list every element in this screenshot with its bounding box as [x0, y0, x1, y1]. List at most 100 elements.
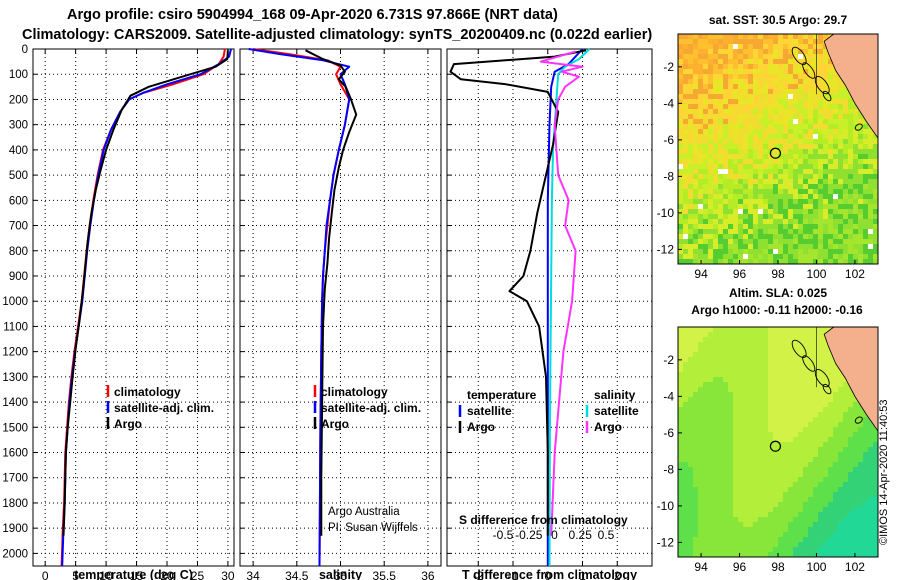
map-cell — [733, 39, 739, 45]
map-cell — [843, 532, 849, 538]
map-cell — [703, 402, 709, 408]
map-cell — [713, 114, 719, 120]
map-cell — [748, 134, 754, 140]
map-cell — [818, 497, 824, 503]
map-cell — [748, 249, 754, 255]
map-cell — [788, 199, 794, 205]
map-cell — [848, 427, 854, 433]
map-cell — [753, 144, 759, 150]
map-cell — [748, 482, 754, 488]
map-cell — [743, 447, 749, 453]
map-cell — [753, 184, 759, 190]
map-cell — [688, 407, 694, 413]
map-cell — [813, 442, 819, 448]
map-cell — [703, 179, 709, 185]
map-cell — [773, 397, 779, 403]
map-cell — [858, 422, 864, 428]
map-cell — [743, 179, 749, 185]
map-cell — [683, 159, 689, 165]
map-cell — [708, 402, 714, 408]
map-cell — [788, 517, 794, 523]
map-cell — [708, 492, 714, 498]
map-cell — [718, 79, 724, 85]
map-cell — [758, 89, 764, 95]
map-cell — [698, 537, 704, 543]
map-cell — [823, 452, 829, 458]
map-cell — [868, 492, 874, 498]
map-cell — [778, 402, 784, 408]
map-cell — [773, 124, 779, 130]
map-cell — [763, 367, 769, 373]
map-cell — [783, 352, 789, 358]
map-cell — [753, 532, 759, 538]
map-cell — [798, 124, 804, 130]
map-cell — [733, 497, 739, 503]
map-cell — [808, 164, 814, 170]
map-cell — [868, 437, 874, 443]
map-cell — [738, 547, 744, 553]
map-cell — [803, 54, 809, 60]
map-cell — [808, 199, 814, 205]
map-cell — [768, 99, 774, 105]
map-cell — [798, 234, 804, 240]
map-cell — [838, 537, 844, 543]
map-cell — [753, 552, 759, 557]
map-cell — [683, 149, 689, 155]
map-cell — [803, 537, 809, 543]
map-cell — [748, 54, 754, 60]
map-cell — [773, 507, 779, 513]
map-cell — [718, 84, 724, 90]
map-cell — [758, 512, 764, 518]
map-cell — [713, 337, 719, 343]
map-cell — [833, 477, 839, 483]
map-cell — [828, 164, 834, 170]
map-cell — [738, 199, 744, 205]
y-tick-label: 1300 — [2, 372, 28, 384]
map-cell — [723, 422, 729, 428]
map-cell — [758, 377, 764, 383]
map-cell — [728, 487, 734, 493]
map-cell — [678, 194, 684, 200]
map-cell — [798, 44, 804, 50]
map-cell — [738, 467, 744, 473]
map-cell — [683, 457, 689, 463]
map-cell — [758, 342, 764, 348]
map-cell — [718, 154, 724, 160]
map-cell — [713, 214, 719, 220]
map-cell — [773, 214, 779, 220]
map-cell — [753, 467, 759, 473]
map-cell — [773, 357, 779, 363]
map-cell — [783, 54, 789, 60]
map-cell — [703, 397, 709, 403]
map-cell — [678, 259, 684, 264]
map-cell — [698, 199, 704, 205]
map-cell — [728, 397, 734, 403]
map-cell — [713, 422, 719, 428]
map-cell — [718, 332, 724, 338]
map-cell — [803, 114, 809, 120]
map-cell — [803, 169, 809, 175]
map-cell — [803, 432, 809, 438]
map-cell — [858, 482, 864, 488]
map-cell — [788, 457, 794, 463]
map-cell — [808, 124, 814, 130]
map-cell — [733, 327, 739, 333]
map-cell — [688, 79, 694, 85]
map-cell — [838, 119, 844, 125]
map-cell — [713, 54, 719, 60]
map-cell — [783, 209, 789, 215]
map-cell — [808, 39, 814, 45]
map-cell — [748, 259, 754, 264]
map-cell — [728, 507, 734, 513]
map-cell — [723, 352, 729, 358]
map-cell — [678, 422, 684, 428]
y-tick-label: 2000 — [2, 548, 28, 560]
map-cell — [788, 467, 794, 473]
map-cell — [823, 552, 829, 557]
map-cell — [683, 397, 689, 403]
map-cell — [773, 352, 779, 358]
map-cell — [808, 457, 814, 463]
map-cell — [848, 129, 854, 135]
map-cell — [823, 397, 829, 403]
map-cell — [788, 507, 794, 513]
